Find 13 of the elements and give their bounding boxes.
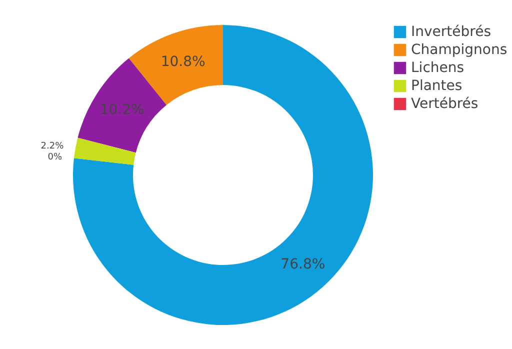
- donut-slice: [128, 25, 223, 105]
- data-label: 10.2%: [100, 102, 144, 118]
- legend-label: Lichens: [411, 60, 464, 76]
- data-label: 10.8%: [160, 54, 206, 70]
- donut-slice: [74, 138, 136, 165]
- donut-slice: [73, 25, 373, 325]
- data-label: 76.8%: [280, 256, 326, 273]
- legend-label: Vertébrés: [411, 96, 478, 112]
- data-label: 2.2%: [40, 142, 64, 152]
- legend-label: Plantes: [411, 78, 462, 94]
- text: 0%: [48, 152, 62, 163]
- legend-label: Champignons: [411, 42, 508, 58]
- legend-label: Invertébrés: [411, 24, 492, 40]
